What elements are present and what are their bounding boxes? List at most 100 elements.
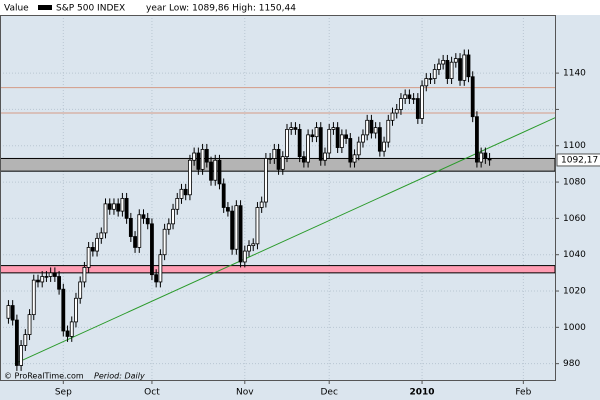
candle-body — [297, 129, 302, 158]
candle-body — [200, 148, 205, 170]
plot-area — [0, 15, 555, 380]
candle-body — [458, 58, 462, 81]
candle-body — [301, 156, 306, 163]
candle-body — [407, 94, 412, 99]
candle-body — [133, 236, 137, 248]
candle-body — [331, 127, 336, 130]
candle-body — [40, 276, 45, 283]
candle-body — [57, 276, 61, 290]
candle-body — [348, 138, 353, 163]
candle-body — [377, 127, 382, 152]
candle-body — [462, 54, 467, 81]
period: Period: Daily — [94, 372, 145, 381]
candle-body — [179, 188, 184, 199]
candle-body — [107, 203, 112, 210]
candle-body — [82, 267, 87, 283]
candle-body — [217, 159, 222, 185]
candle-body — [14, 319, 19, 366]
candle-body — [310, 134, 315, 138]
legend-swatch — [38, 5, 52, 10]
candle-body — [175, 198, 180, 210]
candle-body — [369, 119, 374, 134]
candle-body — [74, 297, 78, 323]
candle-body — [90, 247, 95, 252]
candle-body — [124, 198, 129, 219]
candle-body — [213, 159, 218, 181]
candle-body — [238, 205, 243, 263]
trendline — [14, 117, 555, 365]
candle-body — [352, 154, 357, 163]
candle-body — [441, 59, 446, 65]
candle-body — [31, 279, 36, 316]
candle-body — [470, 76, 475, 118]
y-tick-label: 980 — [563, 359, 580, 369]
candle-body — [437, 63, 441, 70]
plot-frame — [0, 15, 556, 381]
candle-body — [230, 210, 235, 250]
candle-body — [204, 148, 209, 163]
candle-body — [344, 134, 348, 139]
candle-body — [162, 228, 167, 256]
candle-body — [61, 288, 66, 332]
x-tick-label: 2010 — [410, 388, 435, 398]
candle-body — [221, 183, 226, 208]
y-tick-label: 1100 — [563, 141, 586, 151]
candle-body — [323, 152, 327, 161]
candle-body — [449, 61, 454, 79]
candle-body — [247, 245, 251, 252]
candle-body — [285, 129, 289, 158]
candle-body — [314, 127, 319, 138]
candle-body — [69, 321, 74, 337]
candle-body — [141, 214, 146, 219]
candle-body — [475, 116, 479, 163]
y-tick-label: 1040 — [563, 250, 586, 260]
candle-body — [420, 85, 424, 119]
candle-body — [99, 232, 104, 239]
candle-body — [86, 247, 91, 268]
candle-body — [272, 148, 277, 159]
candle-body — [103, 203, 108, 234]
candle-body — [289, 127, 294, 130]
header-range: year Low: 1089,86 High: 1150,44 — [146, 4, 296, 14]
candle-body — [209, 161, 213, 181]
candle-body — [145, 217, 150, 225]
candle-body — [479, 152, 484, 163]
candle-body — [259, 201, 264, 208]
candle-body — [327, 129, 332, 154]
candle-body — [394, 109, 399, 114]
candle-body — [183, 188, 188, 196]
candle-body — [166, 223, 171, 230]
candle-body — [263, 158, 268, 203]
credit: © ProRealTime.com — [4, 372, 84, 381]
candle-body — [390, 112, 395, 121]
candle-body — [23, 334, 28, 346]
candle-body — [226, 207, 230, 212]
candle-body — [411, 98, 416, 100]
candle-body — [150, 223, 154, 276]
last-value-label: 1092,17 — [561, 155, 598, 165]
candle-body — [19, 345, 24, 366]
x-tick-label: Sep — [55, 388, 72, 398]
candle-body — [192, 152, 197, 161]
candle-body — [424, 78, 429, 87]
candle-body — [445, 59, 450, 79]
candle-body — [399, 98, 403, 110]
candle-body — [483, 152, 488, 159]
candle-body — [36, 279, 40, 283]
x-tick-label: Oct — [144, 388, 160, 398]
candle-body — [268, 158, 273, 160]
candle-body — [293, 127, 298, 130]
candle-body — [242, 250, 247, 263]
candle-body — [171, 208, 175, 225]
candle-body — [382, 141, 386, 152]
candle-body — [78, 281, 83, 299]
y-tick-label: 1020 — [563, 287, 586, 297]
candle-body — [428, 78, 433, 80]
candle-body — [318, 127, 323, 161]
candle-body — [487, 158, 492, 161]
candle-body — [196, 152, 201, 170]
y-tick-label: 1140 — [563, 69, 586, 79]
candle-body — [361, 134, 365, 143]
